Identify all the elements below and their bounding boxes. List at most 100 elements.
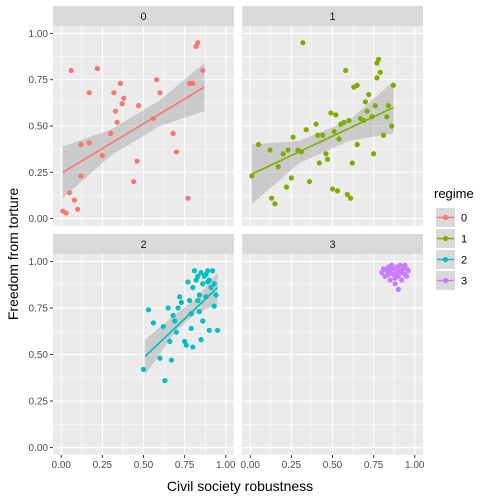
panel-strip-label: 1 xyxy=(329,11,335,23)
panel-3: 3 0.00 0.25 0.50 0.75 1.00 xyxy=(240,234,425,471)
y-tick-label: 0.50 xyxy=(29,122,49,133)
data-point xyxy=(111,90,117,96)
data-point xyxy=(172,318,178,324)
x-tick-label: 0.00 xyxy=(240,460,260,471)
y-tick-label: 0.50 xyxy=(29,350,49,361)
data-point xyxy=(178,299,184,305)
data-point xyxy=(380,132,387,138)
data-point xyxy=(168,357,175,363)
data-point xyxy=(160,323,166,330)
data-point xyxy=(328,110,334,116)
data-point xyxy=(206,327,212,333)
data-point xyxy=(78,173,84,179)
data-point xyxy=(75,206,81,212)
data-point xyxy=(214,327,221,333)
data-point xyxy=(306,178,313,185)
data-point xyxy=(198,270,204,276)
data-point xyxy=(157,355,163,361)
data-point xyxy=(170,130,176,137)
data-point xyxy=(191,268,198,274)
data-point xyxy=(300,40,306,46)
legend-key-point xyxy=(442,235,449,242)
legend-item-3: 3 xyxy=(436,271,467,290)
regression-line xyxy=(144,286,219,357)
legend-item-1: 1 xyxy=(436,229,467,248)
data-point xyxy=(399,277,405,283)
data-point xyxy=(336,136,342,142)
data-point xyxy=(320,132,326,138)
data-point xyxy=(188,325,194,332)
y-tick-label: 0.25 xyxy=(29,168,49,179)
panel-strip-label: 2 xyxy=(140,239,146,251)
panel-strip-label: 0 xyxy=(140,11,146,23)
data-point xyxy=(280,151,286,157)
data-point xyxy=(249,173,255,179)
legend-label: 3 xyxy=(461,276,467,288)
data-point xyxy=(210,268,216,274)
data-point xyxy=(334,188,341,194)
data-point xyxy=(150,320,156,326)
y-tick-label: 0.75 xyxy=(29,303,49,314)
panel-strip xyxy=(242,6,423,26)
data-point xyxy=(205,268,211,274)
x-tick-label: 0.75 xyxy=(175,460,195,471)
data-point xyxy=(343,67,349,74)
data-point xyxy=(354,82,360,88)
data-point xyxy=(162,377,168,384)
data-point xyxy=(175,305,181,311)
data-point xyxy=(170,312,176,319)
data-point xyxy=(185,279,191,285)
data-point xyxy=(333,112,339,118)
data-point xyxy=(371,151,377,157)
y-tick-label: 0.75 xyxy=(29,75,49,86)
data-point xyxy=(117,80,124,87)
legend-label: 0 xyxy=(461,213,467,225)
data-point xyxy=(119,101,125,107)
data-point xyxy=(405,268,411,274)
panels: 0 0.00 0.25 0.50 0.75 1.00 1 2 0.00 0.25 0.50 0.75 1… xyxy=(29,6,425,471)
data-point xyxy=(183,342,189,348)
x-tick-label: 0.50 xyxy=(134,460,154,471)
data-point xyxy=(200,67,206,74)
x-tick-label: 0.50 xyxy=(323,460,343,471)
data-point xyxy=(112,108,119,114)
data-point xyxy=(196,309,203,315)
x-tick-label: 0.25 xyxy=(93,460,113,471)
legend-key-point xyxy=(442,277,449,284)
data-point xyxy=(198,337,204,343)
legend-key-point xyxy=(442,256,449,263)
data-point xyxy=(255,141,262,148)
data-point xyxy=(86,90,92,96)
regression-line xyxy=(62,86,205,173)
panel-2: 2 0.00 0.25 0.50 0.75 1.00 0.00 0.25 0.50 0.75 1.0… xyxy=(29,234,236,471)
data-point xyxy=(200,318,206,324)
data-point xyxy=(349,160,355,166)
data-point xyxy=(145,307,152,313)
data-point xyxy=(195,273,201,279)
data-point xyxy=(283,184,290,190)
data-point xyxy=(272,201,278,207)
x-tick-label: 1.00 xyxy=(405,460,425,471)
data-point xyxy=(303,127,309,133)
data-point xyxy=(157,90,163,96)
data-point xyxy=(190,80,196,87)
data-point xyxy=(372,103,378,109)
data-point xyxy=(68,67,74,74)
data-point xyxy=(121,95,127,101)
data-point xyxy=(140,366,147,372)
data-point xyxy=(364,108,370,114)
data-point xyxy=(389,123,395,129)
y-tick-label: 1.00 xyxy=(29,257,49,268)
data-point xyxy=(134,158,140,164)
data-point xyxy=(354,141,360,148)
data-point xyxy=(344,191,350,198)
data-point xyxy=(173,149,180,155)
y-tick-label: 0.00 xyxy=(29,443,49,454)
data-point xyxy=(173,329,180,335)
data-point xyxy=(290,134,296,140)
data-point xyxy=(323,151,329,157)
data-point xyxy=(324,156,331,162)
legend-label: 1 xyxy=(461,234,467,246)
data-point xyxy=(395,286,401,292)
data-point xyxy=(267,147,273,153)
